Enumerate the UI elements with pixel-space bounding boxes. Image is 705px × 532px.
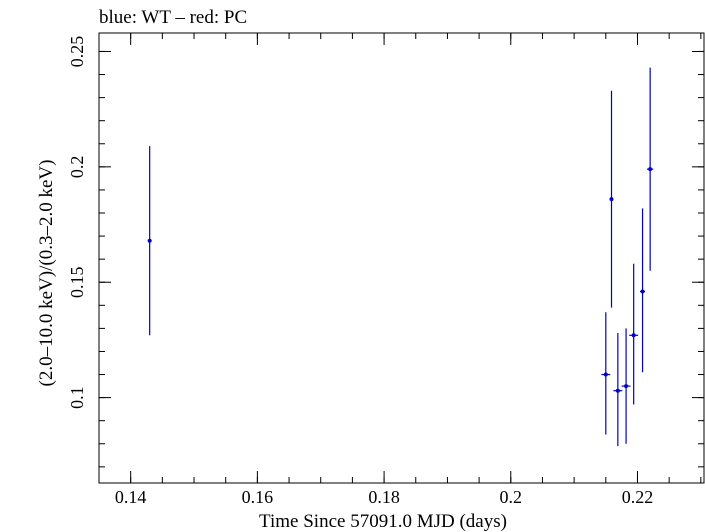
point-marker [615, 388, 620, 393]
data-point [621, 328, 631, 444]
data-point [629, 263, 639, 405]
point-marker [624, 384, 629, 389]
point-marker [640, 289, 645, 294]
data-point [147, 146, 152, 336]
data-point [601, 312, 611, 435]
point-marker [603, 372, 608, 377]
plot-frame [98, 32, 705, 484]
point-marker [648, 167, 653, 172]
data-point [613, 333, 623, 447]
x-tick-label: 0.14 [115, 487, 147, 507]
point-marker [631, 333, 636, 338]
point-marker [609, 197, 614, 202]
x-axis: 0.14 0.16 0.18 0.2 0.22 [98, 33, 702, 507]
x-tick-label: 0.2 [500, 487, 523, 507]
x-tick-label: 0.16 [242, 487, 274, 507]
y-axis-label: (2.0–10.0 keV)/(0.3–2.0 keV) [36, 160, 57, 387]
y-tick-label: 0.15 [67, 266, 87, 298]
y-tick-label: 0.1 [67, 386, 87, 409]
x-tick-label: 0.18 [368, 487, 400, 507]
data-series [147, 67, 654, 447]
x-axis-label: Time Since 57091.0 MJD (days) [259, 511, 507, 532]
y-tick-label: 0.2 [67, 156, 87, 179]
point-marker [147, 238, 152, 243]
y-axis: 0.1 0.15 0.2 0.25 [67, 36, 704, 468]
data-point [609, 90, 614, 308]
x-tick-label: 0.22 [622, 487, 654, 507]
data-point [640, 208, 646, 373]
y-tick-label: 0.25 [67, 36, 87, 68]
data-point [646, 67, 654, 271]
chart-title: blue: WT – red: PC [99, 7, 247, 28]
